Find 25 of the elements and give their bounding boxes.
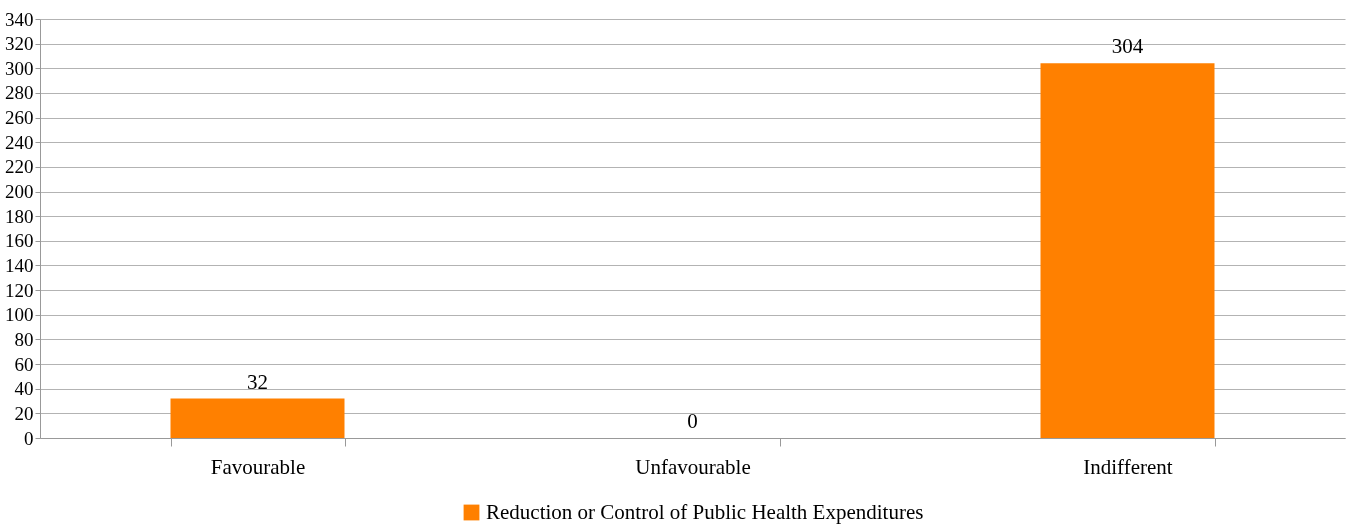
y-tick-label: 100 (5, 304, 34, 326)
y-tick-label: 280 (5, 82, 34, 104)
y-tick-label: 120 (5, 279, 34, 301)
y-tick-label: 60 (14, 353, 34, 375)
y-tick-label: 340 (5, 8, 34, 30)
y-tick-label: 80 (14, 328, 34, 350)
x-tick-label: Indifferent (1083, 454, 1173, 479)
x-tick-label: Favourable (210, 454, 306, 479)
legend-label: Reduction or Control of Public Health Expenditures (486, 499, 924, 524)
y-tick-label: 240 (5, 131, 34, 153)
y-tick-label: 0 (24, 427, 34, 449)
x-tick-label: Unfavourable (635, 454, 751, 479)
y-tick-label: 260 (5, 107, 34, 129)
y-tick-label: 20 (14, 402, 34, 424)
y-tick-label: 220 (5, 156, 34, 178)
y-tick-label: 180 (5, 205, 34, 227)
data-label: 32 (247, 369, 268, 394)
y-tick-label: 320 (5, 33, 34, 55)
y-tick-label: 40 (14, 378, 34, 400)
y-tick-label: 200 (5, 181, 34, 203)
data-label: 304 (1111, 34, 1144, 59)
data-label: 0 (687, 409, 698, 433)
y-tick-label: 160 (5, 230, 34, 252)
y-tick-label: 140 (5, 254, 34, 276)
y-tick-label: 300 (5, 57, 34, 79)
